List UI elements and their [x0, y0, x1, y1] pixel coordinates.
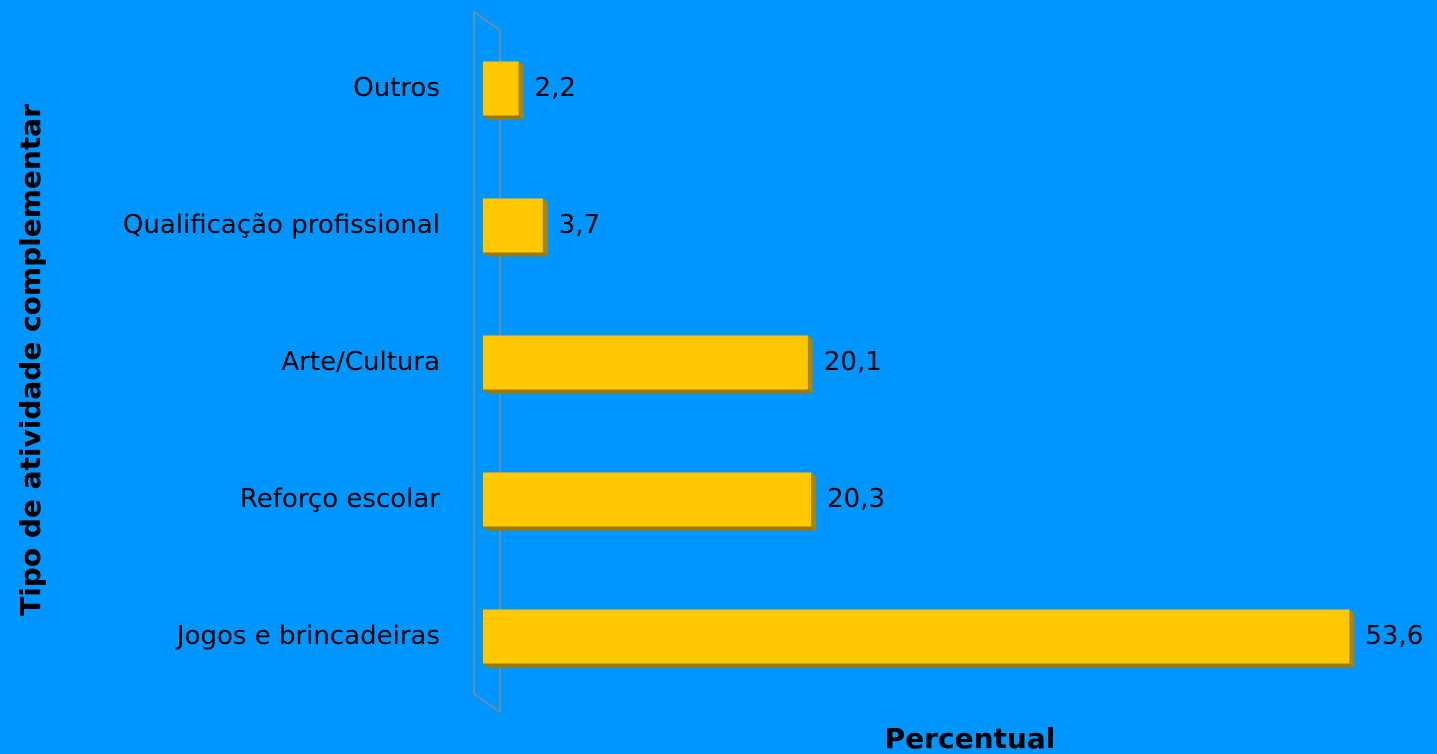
x-axis-title: Percentual	[885, 722, 1056, 754]
value-label: 20,1	[824, 347, 882, 377]
y-tick-label: Qualificação profissional	[123, 210, 440, 240]
value-label: 20,3	[827, 484, 885, 514]
bar-side	[518, 61, 524, 120]
bar-bottom	[483, 526, 817, 531]
bar-bottom	[483, 115, 524, 120]
axis-wall	[473, 10, 501, 714]
y-axis-title: Tipo de atividade complementar	[14, 104, 47, 616]
bar	[483, 472, 812, 527]
y-tick-label: Jogos e brincadeiras	[175, 621, 440, 651]
bar-side	[811, 472, 817, 531]
bar-bottom	[483, 252, 548, 257]
bar-bottom	[483, 389, 813, 394]
value-label: 3,7	[559, 210, 600, 240]
bar-side	[542, 198, 548, 257]
value-label: 53,6	[1365, 621, 1423, 651]
bar-bottom	[483, 663, 1355, 668]
y-tick-label: Outros	[353, 73, 440, 103]
bar	[483, 198, 543, 253]
bar	[483, 609, 1350, 664]
y-tick-label: Reforço escolar	[240, 484, 440, 514]
bar-side	[807, 335, 813, 394]
bar	[483, 335, 808, 390]
bar-side	[1349, 609, 1355, 668]
value-label: 2,2	[535, 73, 576, 103]
y-tick-label: Arte/Cultura	[281, 347, 440, 377]
bar	[483, 61, 519, 116]
